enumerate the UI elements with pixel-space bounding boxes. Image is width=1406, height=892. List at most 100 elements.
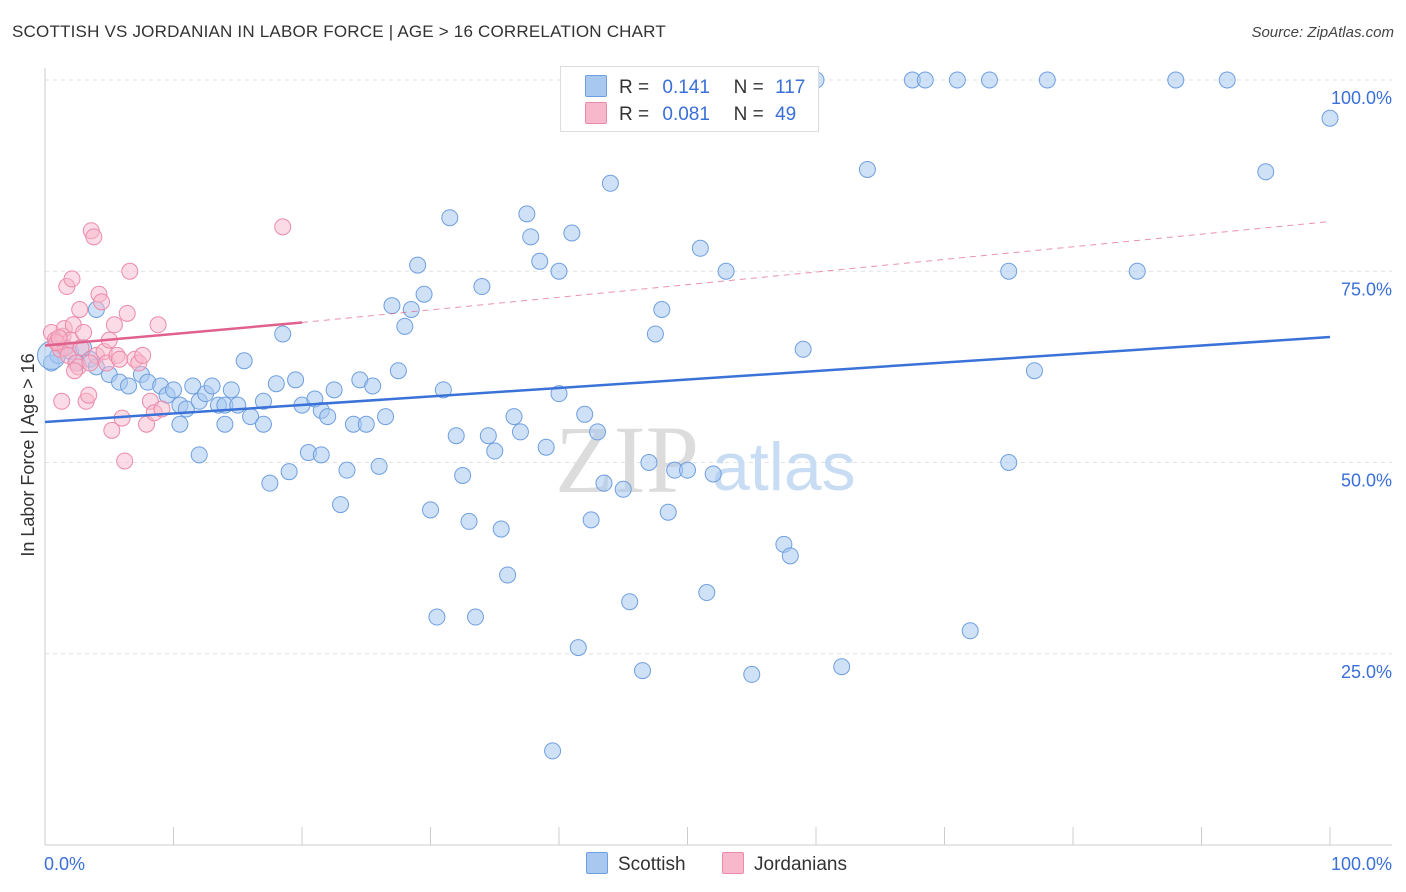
scottish-point: [409, 256, 427, 274]
scottish-point: [434, 381, 452, 399]
scottish-point: [576, 405, 594, 423]
watermark-zip: ZIP: [555, 406, 699, 513]
scottish-point: [653, 301, 671, 318]
scottish-point: [505, 408, 523, 426]
jordanian-point: [93, 293, 111, 311]
scottish-point: [1000, 454, 1018, 471]
data-points: [36, 71, 1339, 760]
scottish-point: [704, 465, 722, 483]
scottish-point: [479, 427, 497, 445]
jordanians-legend-label: Jordanians: [754, 854, 847, 875]
scottish-point: [377, 408, 395, 426]
y-tick-label: 50.0%: [1341, 471, 1392, 491]
scottish-point: [640, 454, 658, 471]
scottish-point: [235, 352, 253, 370]
scottish-point: [569, 639, 587, 657]
scottish-point: [1321, 109, 1339, 127]
jordanian-point: [63, 270, 81, 288]
scottish-point: [171, 415, 189, 433]
scottish-swatch: [585, 75, 607, 97]
scottish-point: [364, 377, 382, 395]
jordanian-point: [66, 362, 84, 380]
scottish-point: [287, 371, 305, 389]
scottish-point: [460, 512, 478, 530]
scottish-point: [980, 71, 998, 89]
jordanians-swatch: [585, 102, 607, 124]
scottish-point: [833, 658, 851, 676]
jordanian-point: [116, 452, 134, 470]
scottish-point: [595, 474, 613, 492]
y-tick-label: 75.0%: [1341, 279, 1392, 299]
scottish-point: [441, 209, 459, 227]
bottom-legend-jordanians[interactable]: Jordanians: [722, 852, 847, 876]
scottish-point: [120, 377, 138, 395]
scottish-point: [165, 381, 182, 399]
scottish-point: [499, 566, 517, 584]
scottish-point: [781, 547, 799, 565]
scottish-point: [531, 252, 549, 270]
jordanians-n-value: 49: [775, 104, 797, 125]
scottish-point: [691, 239, 709, 257]
legend-row-jordanians: R = 0.081 N = 49: [585, 102, 796, 126]
scottish-point: [357, 415, 375, 433]
jordanian-trend-extension: [301, 221, 1331, 324]
scottish-point: [415, 285, 433, 303]
y-tick-label: 25.0%: [1341, 662, 1392, 682]
scottish-point: [601, 174, 619, 192]
scottish-point: [858, 161, 876, 179]
scottish-point: [1218, 71, 1236, 89]
scottish-point: [325, 381, 343, 399]
x-tick-label: 0.0%: [44, 854, 85, 874]
n-label: N =: [733, 77, 764, 98]
scottish-point: [537, 438, 555, 456]
scottish-r-value: 0.141: [662, 77, 710, 98]
scottish-point: [222, 381, 240, 399]
scottish-point: [589, 423, 607, 441]
jordanian-point: [85, 228, 103, 246]
jordanian-point: [75, 323, 93, 341]
scottish-point: [563, 224, 581, 242]
y-axis-title: In Labor Force | Age > 16: [18, 353, 38, 556]
scottish-point: [190, 446, 208, 464]
scottish-point: [492, 520, 510, 538]
scottish-point: [544, 742, 562, 760]
y-tick-label: 100.0%: [1331, 88, 1392, 108]
scottish-point: [518, 205, 536, 223]
scottish-point: [1038, 71, 1056, 89]
axes: [44, 68, 1392, 846]
jordanian-trend-line: [44, 321, 303, 347]
scottish-point: [466, 608, 484, 626]
r-label: R =: [619, 77, 650, 98]
axis-labels: 25.0% 50.0% 75.0% 100.0% 0.0% 100.0% In Labor …: [18, 88, 1392, 874]
scottish-trend-line: [44, 335, 1331, 424]
jordanian-point: [149, 316, 167, 334]
bottom-legend-scottish[interactable]: Scottish: [586, 852, 686, 876]
scottish-point: [916, 71, 934, 89]
trend-lines: [44, 221, 1331, 424]
scottish-point: [679, 461, 696, 479]
jordanian-point: [71, 301, 89, 318]
jordanian-point: [118, 304, 136, 322]
watermark: ZIP atlas: [555, 406, 856, 513]
scottish-point: [332, 496, 350, 514]
scottish-legend-label: Scottish: [618, 854, 686, 875]
scottish-point: [550, 262, 568, 280]
scottish-point: [961, 622, 979, 640]
scottish-point: [319, 408, 337, 426]
jordanian-point: [50, 329, 68, 347]
scottish-point: [454, 467, 472, 485]
scottish-point: [422, 501, 439, 519]
n-label: N =: [733, 104, 764, 125]
chart-title: SCOTTISH VS JORDANIAN IN LABOR FORCE | A…: [12, 22, 666, 41]
jordanian-point: [80, 386, 98, 404]
scottish-point: [1257, 163, 1275, 181]
scottish-point: [370, 457, 388, 475]
jordanian-point: [274, 218, 292, 236]
scottish-point: [254, 415, 272, 433]
scottish-point: [280, 463, 298, 481]
scottish-point: [447, 427, 465, 445]
scottish-point: [383, 297, 401, 315]
scottish-point: [184, 377, 202, 395]
scottish-point: [203, 377, 221, 395]
scottish-point: [261, 474, 279, 492]
